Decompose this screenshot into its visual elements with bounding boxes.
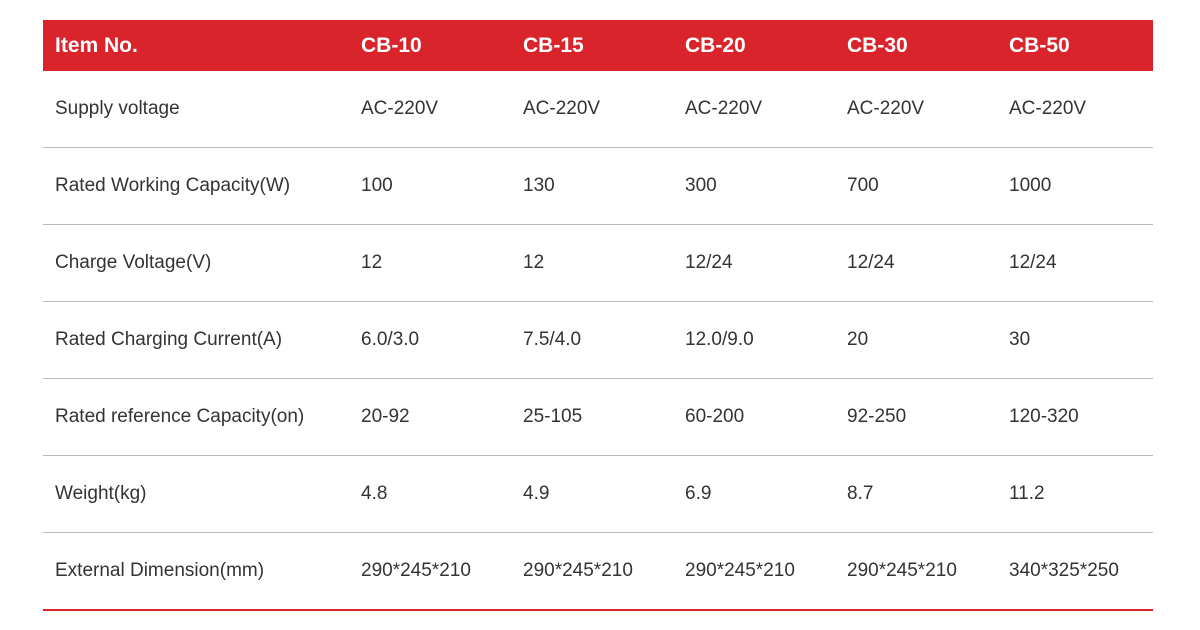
table-cell: 12/24 (847, 252, 895, 273)
table-cell: AC-220V (1009, 98, 1087, 119)
table-cell: 290*245*210 (685, 560, 795, 581)
table-cell: 92-250 (847, 406, 907, 427)
table-cell: 100 (361, 175, 393, 196)
header-cell-cb-50: CB-50 (1009, 33, 1070, 57)
table-header-row: Item No. CB-10 CB-15 CB-20 CB-30 CB-50 (43, 20, 1153, 71)
table-cell: 290*245*210 (847, 560, 957, 581)
table-cell: 130 (523, 175, 555, 196)
row-label: Supply voltage (55, 98, 180, 119)
header-cell-cb-15: CB-15 (523, 33, 584, 57)
table-cell: AC-220V (847, 98, 925, 119)
header-cell-cb-30: CB-30 (847, 33, 908, 57)
table-cell: 8.7 (847, 483, 874, 504)
table-cell: 12/24 (1009, 252, 1057, 273)
table-cell: 4.8 (361, 483, 388, 504)
table-cell: 12.0/9.0 (685, 329, 754, 350)
table-cell: 6.9 (685, 483, 712, 504)
spec-table: Item No. CB-10 CB-15 CB-20 CB-30 CB-50 S… (43, 20, 1153, 611)
table-cell: 340*325*250 (1009, 560, 1119, 581)
table-cell: AC-220V (685, 98, 763, 119)
table-cell: 20-92 (361, 406, 410, 427)
table-cell: 12/24 (685, 252, 733, 273)
table-cell: 11.2 (1009, 483, 1045, 504)
header-cell-cb-10: CB-10 (361, 33, 422, 57)
table-cell: 20 (847, 329, 869, 350)
table-cell: 120-320 (1009, 406, 1079, 427)
table-row-charge-voltage: Charge Voltage(V) 12 12 12/24 12/24 12/2… (43, 225, 1153, 302)
table-cell: 25-105 (523, 406, 583, 427)
table-cell: 300 (685, 175, 717, 196)
table-cell: 30 (1009, 329, 1031, 350)
table-cell: 700 (847, 175, 879, 196)
table-row-supply-voltage: Supply voltage AC-220V AC-220V AC-220V A… (43, 71, 1153, 148)
row-label: Charge Voltage(V) (55, 252, 212, 273)
table-row-weight: Weight(kg) 4.8 4.9 6.9 8.7 11.2 (43, 456, 1153, 533)
table-row-rated-reference-capacity: Rated reference Capacity(on) 20-92 25-10… (43, 379, 1153, 456)
row-label: External Dimension(mm) (55, 560, 265, 581)
table-cell: 6.0/3.0 (361, 329, 420, 350)
table-cell: 290*245*210 (361, 560, 471, 581)
header-cell-cb-20: CB-20 (685, 33, 746, 57)
row-label: Rated Working Capacity(W) (55, 175, 291, 196)
table-cell: 4.9 (523, 483, 550, 504)
table-cell: 12 (361, 252, 383, 273)
table-cell: 12 (523, 252, 545, 273)
table-cell: AC-220V (523, 98, 601, 119)
table-cell: 290*245*210 (523, 560, 633, 581)
header-cell-item-no: Item No. (55, 33, 138, 57)
table-row-external-dimension: External Dimension(mm) 290*245*210 290*2… (43, 533, 1153, 611)
row-label: Rated Charging Current(A) (55, 329, 283, 350)
row-label: Rated reference Capacity(on) (55, 406, 305, 427)
table-cell: 1000 (1009, 175, 1052, 196)
table-cell: 60-200 (685, 406, 745, 427)
table-row-rated-charging-current: Rated Charging Current(A) 6.0/3.0 7.5/4.… (43, 302, 1153, 379)
table-row-rated-working-capacity: Rated Working Capacity(W) 100 130 300 70… (43, 148, 1153, 225)
table-cell: 7.5/4.0 (523, 329, 582, 350)
table-cell: AC-220V (361, 98, 439, 119)
row-label: Weight(kg) (55, 483, 147, 504)
